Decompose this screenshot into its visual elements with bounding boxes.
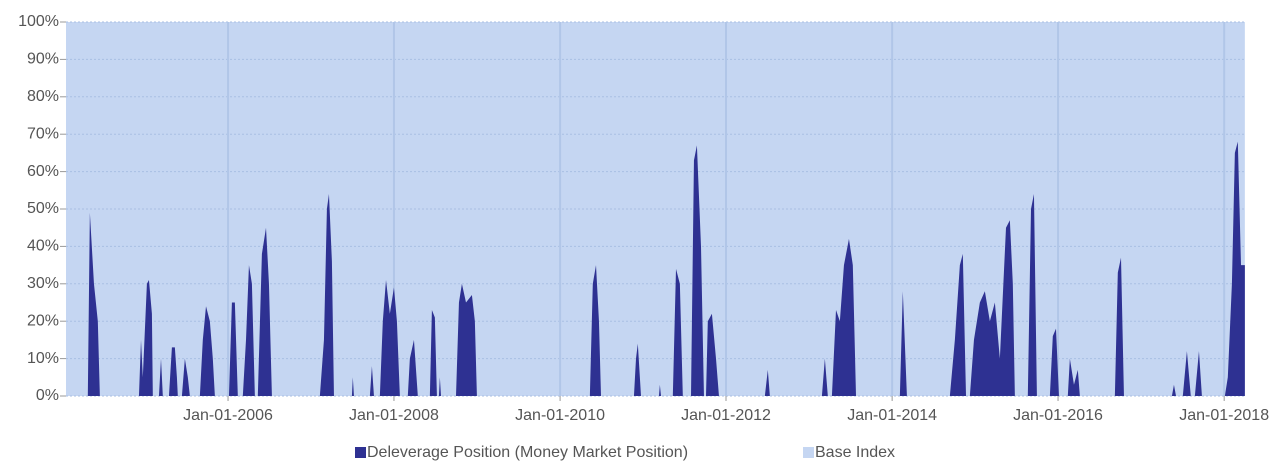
x-tick-label: Jan-01-2008 bbox=[349, 407, 439, 424]
legend-swatch bbox=[803, 447, 814, 458]
y-tick-label: 80% bbox=[27, 88, 59, 105]
x-tick-label: Jan-01-2012 bbox=[681, 407, 771, 424]
legend-swatch bbox=[355, 447, 366, 458]
legend-label: Base Index bbox=[815, 444, 895, 461]
legend-label: Deleverage Position (Money Market Positi… bbox=[367, 444, 688, 461]
y-tick-label: 20% bbox=[27, 312, 59, 329]
y-tick-label: 50% bbox=[27, 200, 59, 217]
y-tick-label: 90% bbox=[27, 51, 59, 68]
x-tick-label: Jan-01-2016 bbox=[1013, 407, 1103, 424]
x-tick-label: Jan-01-2010 bbox=[515, 407, 605, 424]
x-tick-label: Jan-01-2006 bbox=[183, 407, 273, 424]
y-tick-label: 70% bbox=[27, 125, 59, 142]
x-tick-label: Jan-01-2018 bbox=[1179, 407, 1269, 424]
y-tick-label: 40% bbox=[27, 238, 59, 255]
y-tick-label: 10% bbox=[27, 350, 59, 367]
x-tick-label: Jan-01-2014 bbox=[847, 407, 937, 424]
y-tick-label: 30% bbox=[27, 275, 59, 292]
y-tick-label: 0% bbox=[36, 387, 59, 404]
y-tick-label: 100% bbox=[18, 13, 59, 30]
area bbox=[66, 141, 1245, 396]
y-tick-label: 60% bbox=[27, 163, 59, 180]
